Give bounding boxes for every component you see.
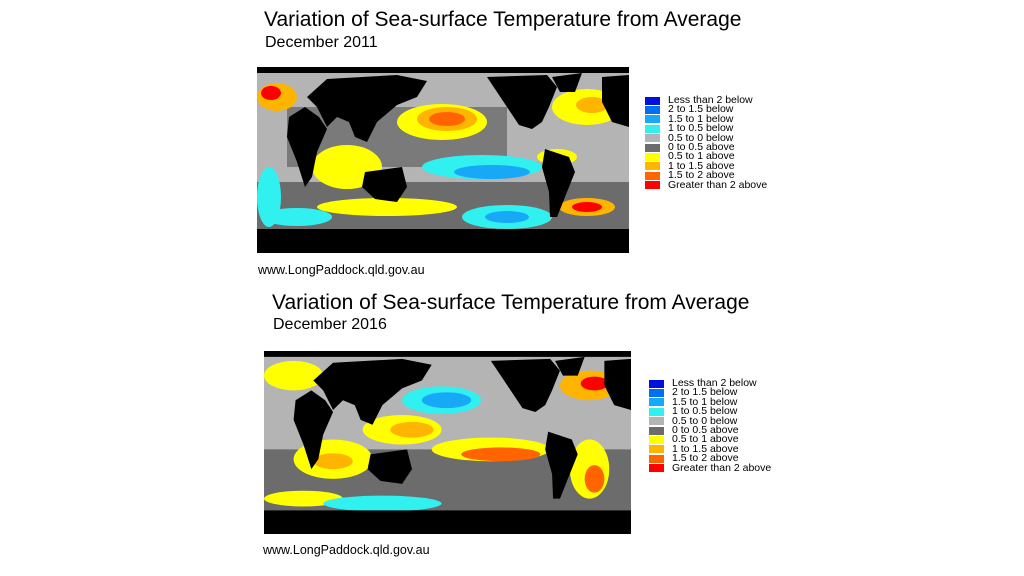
- legend-swatch: [649, 445, 664, 454]
- legend-swatch: [649, 436, 664, 445]
- color-legend: Less than 2 below 2 to 1.5 below 1.5 to …: [649, 377, 772, 474]
- legend-item: 0.5 to 1 above: [649, 433, 771, 446]
- legend-swatch: [645, 96, 660, 105]
- legend-item: 1.5 to 2 above: [649, 452, 771, 465]
- legend-swatch: [645, 124, 660, 133]
- legend-item: 2 to 1.5 below: [645, 103, 767, 116]
- legend-item: 0 to 0.5 above: [649, 423, 771, 436]
- sst-panel-2011: Variation of Sea-surface Temperature fro…: [257, 8, 768, 277]
- legend-item: Less than 2 below: [645, 94, 767, 106]
- legend-item: 1 to 1.5 above: [649, 442, 771, 455]
- map-title: Variation of Sea-surface Temperature fro…: [272, 291, 750, 314]
- legend-label: 1.5 to 1 below: [668, 112, 734, 125]
- legend-item: 0.5 to 0 below: [649, 414, 771, 427]
- legend-swatch: [645, 162, 660, 171]
- source-credit: www.LongPaddock.qld.gov.au: [258, 263, 425, 277]
- legend-swatch: [649, 464, 664, 473]
- map-subtitle: December 2011: [265, 34, 378, 51]
- legend-swatch: [649, 407, 664, 416]
- legend-swatch: [649, 454, 664, 463]
- legend-item: 2 to 1.5 below: [649, 386, 771, 399]
- legend-swatch: [645, 115, 660, 124]
- legend-swatch: [645, 181, 660, 190]
- legend-item: Less than 2 below: [649, 377, 771, 389]
- legend-swatch: [649, 389, 664, 398]
- sst-anomaly-map: [264, 351, 631, 534]
- color-legend: Less than 2 below 2 to 1.5 below 1.5 to …: [645, 94, 768, 191]
- sst-anomaly-map-graphic: [264, 351, 631, 534]
- legend-swatch: [645, 153, 660, 162]
- legend-label: 1.5 to 2 above: [668, 169, 735, 182]
- legend-label: Less than 2 below: [668, 94, 753, 106]
- legend-label: 0.5 to 0 below: [668, 131, 734, 144]
- legend-swatch: [645, 134, 660, 143]
- legend-swatch: [645, 106, 660, 115]
- map-subtitle: December 2016: [273, 316, 387, 333]
- source-credit: www.LongPaddock.qld.gov.au: [263, 543, 430, 557]
- legend-label: 0.5 to 1 above: [672, 433, 739, 446]
- legend-swatch: [649, 398, 664, 407]
- sst-panel-2016: Variation of Sea-surface Temperature fro…: [0, 288, 1024, 576]
- legend-label: 2 to 1.5 below: [672, 386, 738, 399]
- legend-label: 1 to 1.5 above: [672, 442, 739, 455]
- legend-label: 1 to 0.5 below: [668, 122, 734, 135]
- map-title: Variation of Sea-surface Temperature fro…: [264, 8, 742, 31]
- legend-item: Greater than 2 above: [649, 461, 772, 474]
- legend-swatch: [645, 143, 660, 152]
- legend-item: 1.5 to 1 below: [645, 112, 767, 125]
- legend-item: 0.5 to 1 above: [645, 150, 767, 163]
- legend-label: Greater than 2 above: [668, 178, 768, 191]
- legend-label: Less than 2 below: [672, 377, 757, 389]
- legend-item: 1 to 1.5 above: [645, 159, 767, 172]
- legend-item: Greater than 2 above: [645, 178, 768, 191]
- legend-label: 0.5 to 1 above: [668, 150, 735, 163]
- legend-label: 0 to 0.5 above: [668, 140, 735, 153]
- legend-item: 1.5 to 2 above: [645, 169, 767, 182]
- legend-swatch: [649, 426, 664, 435]
- legend-label: 0.5 to 0 below: [672, 414, 738, 427]
- legend-label: Greater than 2 above: [672, 461, 772, 474]
- legend-label: 1.5 to 1 below: [672, 395, 738, 408]
- legend-label: 1 to 1.5 above: [668, 159, 735, 172]
- legend-item: 1 to 0.5 below: [645, 122, 767, 135]
- legend-swatch: [645, 171, 660, 180]
- legend-label: 1 to 0.5 below: [672, 405, 738, 418]
- legend-item: 0 to 0.5 above: [645, 140, 767, 153]
- legend-label: 2 to 1.5 below: [668, 103, 734, 116]
- sst-anomaly-map: [257, 67, 629, 253]
- legend-swatch: [649, 379, 664, 388]
- legend-item: 1 to 0.5 below: [649, 405, 771, 418]
- legend-item: 1.5 to 1 below: [649, 395, 771, 408]
- sst-anomaly-map-graphic: [257, 67, 629, 253]
- legend-swatch: [649, 417, 664, 426]
- legend-label: 0 to 0.5 above: [672, 423, 739, 436]
- legend-label: 1.5 to 2 above: [672, 452, 739, 465]
- legend-item: 0.5 to 0 below: [645, 131, 767, 144]
